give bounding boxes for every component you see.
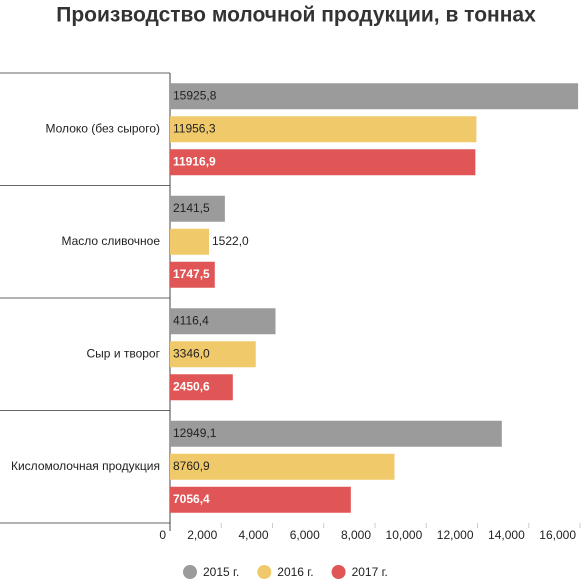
legend-swatch [183, 565, 197, 579]
category-label: Сыр и творог [87, 346, 161, 360]
value-label: 2141,5 [173, 201, 210, 215]
value-label: 12949,1 [173, 426, 217, 440]
legend-label: 2016 г. [277, 565, 313, 579]
x-tick-label: 14,000 [488, 528, 525, 542]
value-label: 7056,4 [173, 492, 210, 506]
legend-swatch [331, 565, 346, 579]
x-tick-label: 4,000 [238, 528, 268, 542]
value-label: 15925,8 [173, 88, 217, 102]
bar [170, 341, 256, 368]
legend-label: 2015 г. [203, 565, 239, 579]
legend-swatch [257, 565, 272, 579]
bar [170, 149, 476, 176]
x-tick-label: 16,000 [539, 528, 576, 542]
value-label: 4116,4 [173, 313, 209, 327]
bar [170, 374, 233, 401]
bar [170, 420, 502, 447]
bar [170, 453, 395, 480]
value-label: 8760,9 [173, 459, 210, 473]
value-label: 1747,5 [173, 267, 210, 281]
bar [170, 83, 579, 110]
bar [170, 308, 276, 335]
legend: 2015 г. 2016 г. 2017 г. [183, 565, 388, 579]
x-tick-label: 8,000 [341, 528, 371, 542]
value-label: 1522,0 [212, 234, 249, 248]
bar [170, 261, 215, 288]
category-label: Молоко (без сырого) [46, 121, 160, 135]
category-label: Масло сливочное [61, 234, 160, 248]
x-tick-label: 10,000 [386, 528, 423, 542]
x-tick-label: 2,000 [187, 528, 217, 542]
category-label: Кисломолочная продукция [11, 459, 160, 473]
x-tick-label: 0 [159, 528, 166, 542]
bar [170, 116, 477, 143]
value-label: 11956,3 [173, 121, 216, 135]
bar [170, 486, 351, 513]
value-label: 3346,0 [173, 346, 210, 360]
x-tick-label: 12,000 [437, 528, 474, 542]
value-label: 2450,6 [173, 379, 210, 393]
bar [170, 195, 225, 222]
chart-title: Производство молочной продукции, в тонна… [56, 4, 536, 27]
legend-label: 2017 г. [352, 565, 388, 579]
x-tick-label: 6,000 [290, 528, 320, 542]
bar [170, 228, 210, 255]
value-label: 11916,9 [173, 154, 216, 168]
